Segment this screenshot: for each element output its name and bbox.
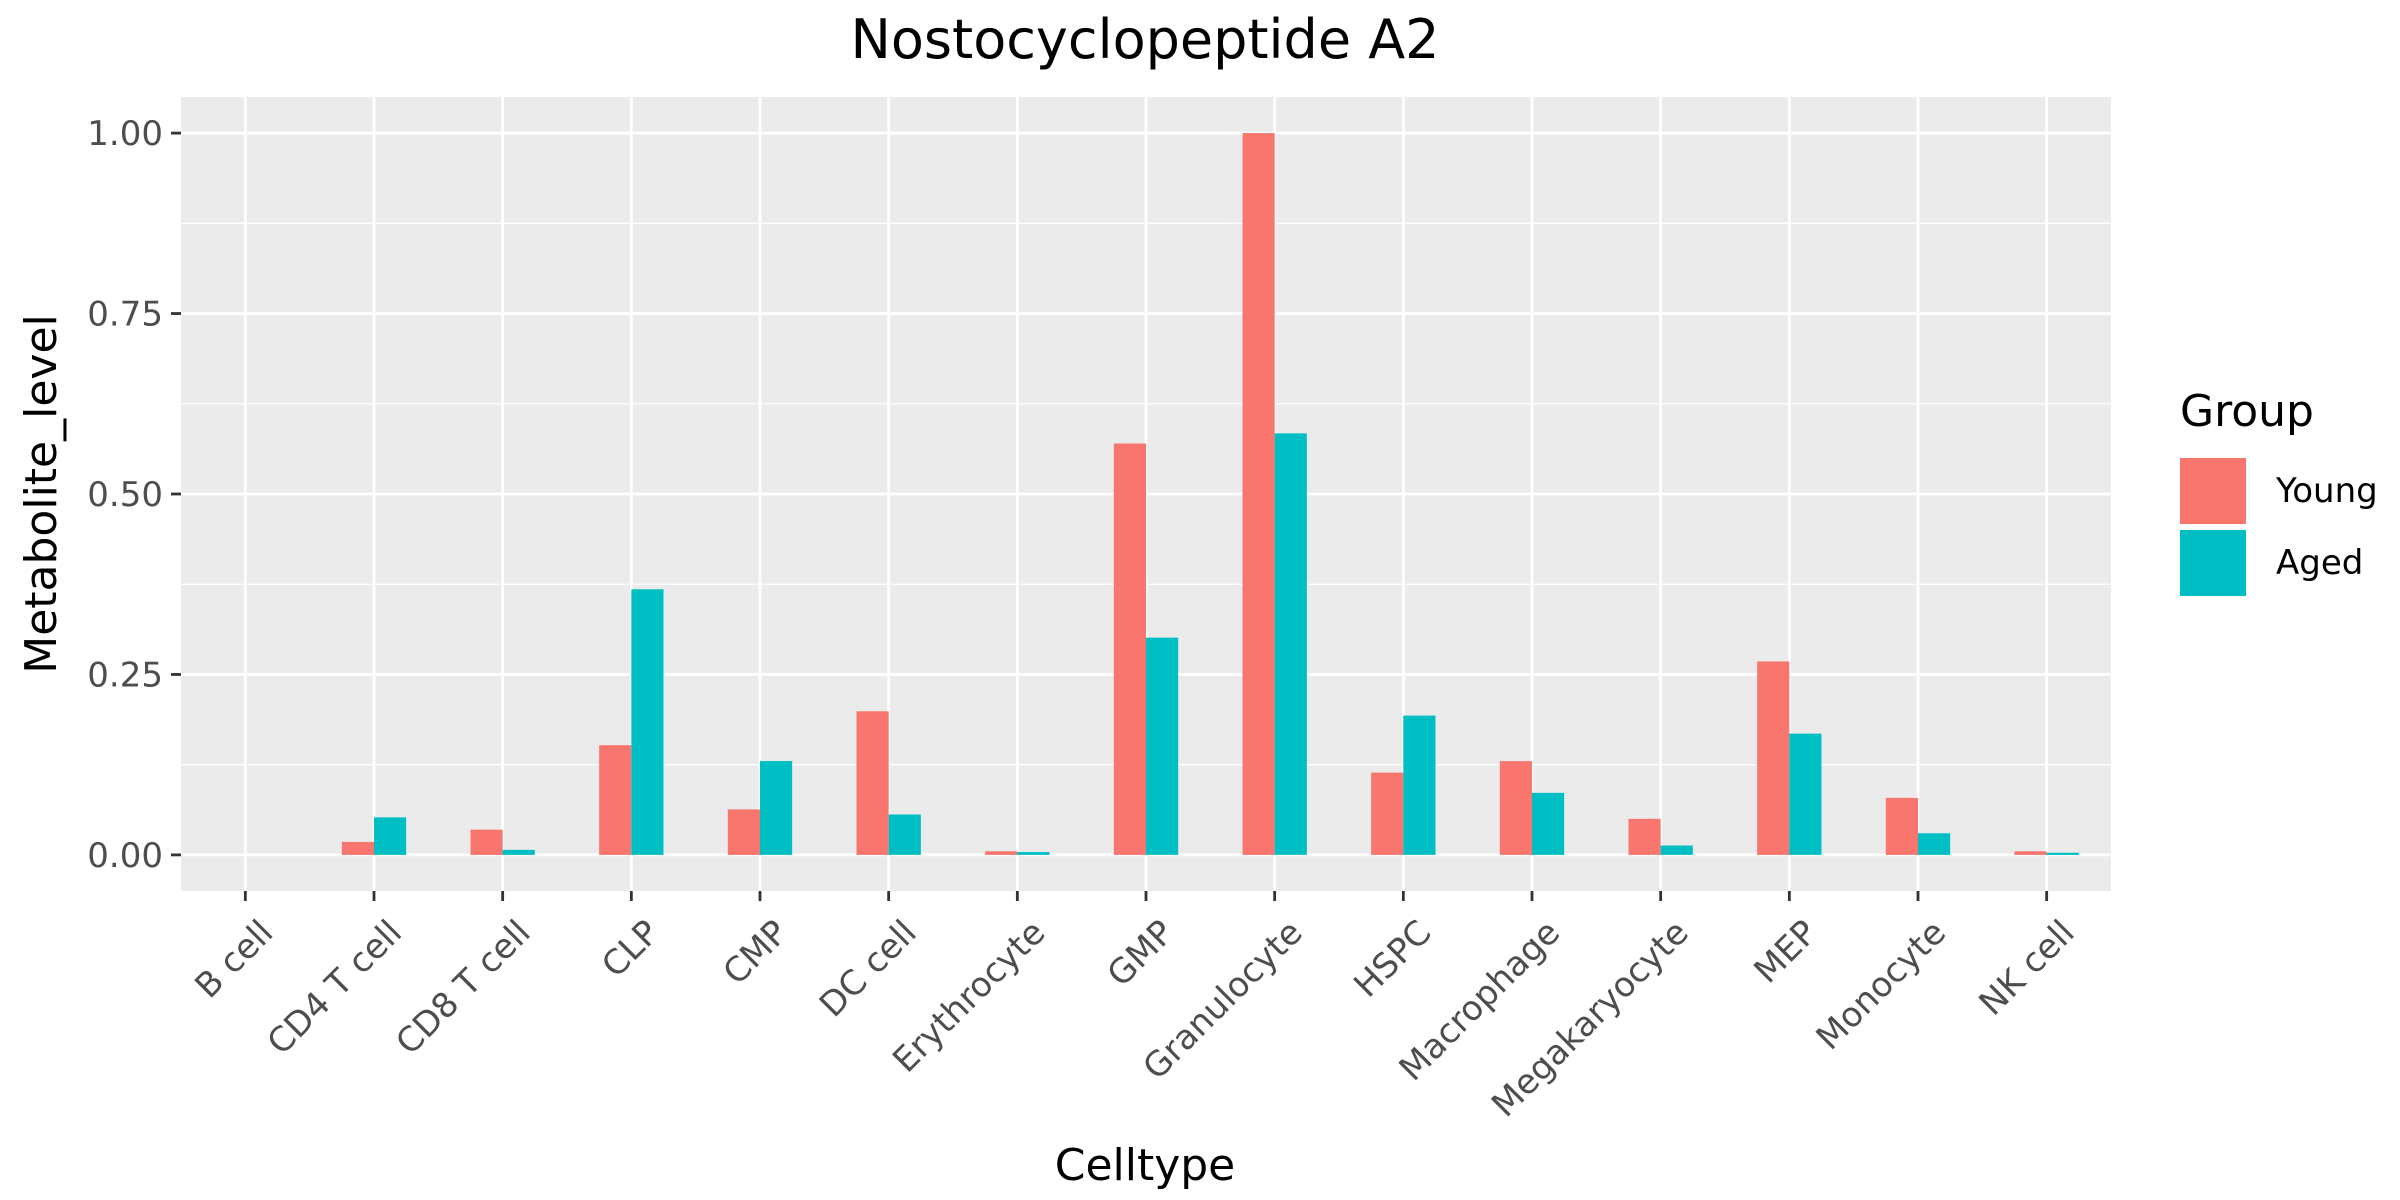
bar-aged	[2046, 852, 2079, 855]
bar-aged	[760, 761, 793, 855]
y-tick-label: 1.00	[87, 114, 163, 154]
bar-young	[1885, 797, 1918, 855]
bar-young	[985, 851, 1018, 855]
legend-key-young	[2180, 458, 2246, 524]
bar-young	[1113, 443, 1146, 855]
bar-aged	[1403, 715, 1436, 855]
bar-aged	[1146, 637, 1179, 855]
bar-young	[1242, 133, 1275, 855]
y-tick-label: 0.25	[87, 655, 163, 695]
x-axis-title: Celltype	[1055, 1140, 1236, 1191]
legend-title: Group	[2180, 386, 2314, 437]
bar-young	[856, 711, 889, 855]
bar-aged	[1017, 852, 1050, 855]
bar-aged	[1789, 733, 1822, 855]
bar-aged	[888, 814, 921, 855]
bar-young	[2014, 851, 2047, 855]
bar-young	[470, 829, 503, 855]
y-axis-title: Metabolite_level	[16, 314, 67, 674]
bar-aged	[631, 589, 664, 855]
bar-aged	[502, 849, 535, 855]
bar-young	[599, 745, 632, 855]
bars	[341, 133, 2079, 855]
bar-young	[341, 841, 374, 855]
bar-aged	[374, 817, 407, 855]
legend-key-aged	[2180, 530, 2246, 596]
chart-title: Nostocyclopeptide A2	[850, 8, 1439, 71]
bar-young	[1757, 661, 1790, 855]
bar-young	[1628, 818, 1661, 855]
y-tick-label: 0.50	[87, 475, 163, 515]
bar-young	[1499, 761, 1532, 855]
legend-label-aged: Aged	[2276, 543, 2363, 583]
bar-aged	[1918, 833, 1951, 855]
y-axis: 0.00 0.25 0.50 0.75 1.00	[87, 114, 181, 876]
y-tick-label: 0.75	[87, 295, 163, 335]
legend: Group Young Aged	[2180, 386, 2378, 596]
bar-aged	[1274, 433, 1307, 855]
y-tick-label: 0.00	[87, 836, 163, 876]
bar-aged	[1532, 792, 1565, 855]
legend-label-young: Young	[2275, 471, 2378, 511]
bar-aged	[1660, 845, 1693, 855]
bar-young	[1371, 772, 1404, 855]
bar-young	[727, 809, 760, 855]
